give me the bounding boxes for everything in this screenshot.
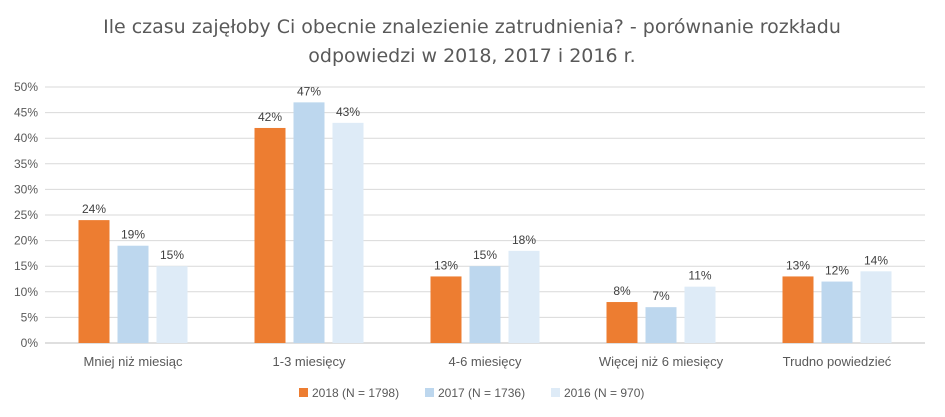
y-tick-label: 20%	[14, 234, 38, 248]
data-label: 15%	[160, 248, 184, 262]
data-label: 47%	[297, 84, 321, 98]
legend-item: 2017 (N = 1736)	[425, 386, 525, 400]
bars	[78, 102, 892, 344]
data-label: 13%	[434, 258, 458, 272]
data-label: 15%	[473, 248, 497, 262]
bar-2-1	[117, 245, 149, 343]
data-label: 7%	[652, 289, 670, 303]
legend-swatch	[425, 388, 434, 397]
data-label: 19%	[121, 228, 145, 242]
data-label: 42%	[258, 110, 282, 124]
legend-item: 2016 (N = 970)	[551, 386, 644, 400]
y-tick-label: 45%	[14, 106, 38, 120]
chart-title-line-1: Ile czasu zajęłoby Ci obecnie znalezieni…	[103, 16, 841, 38]
category-label: Więcej niż 6 miesięcy	[599, 354, 724, 369]
bar-3-1	[156, 266, 188, 343]
category-label: Trudno powiedzieć	[783, 354, 892, 369]
data-label: 12%	[825, 264, 849, 278]
category-label: 4-6 miesięcy	[449, 354, 522, 369]
bar-2-2	[293, 102, 325, 343]
legend: 2018 (N = 1798) 2017 (N = 1736) 2016 (N = …	[299, 386, 644, 400]
legend-label: 2017 (N = 1736)	[438, 386, 525, 400]
y-tick-label: 0%	[21, 336, 39, 350]
bar-3-2	[332, 122, 364, 343]
bar-2-3	[469, 266, 501, 343]
y-tick-label: 40%	[14, 131, 38, 145]
bar-3-3	[508, 250, 540, 343]
y-tick-label: 5%	[21, 310, 39, 324]
legend-swatch	[299, 388, 308, 397]
data-label: 8%	[613, 284, 631, 298]
legend-label: 2018 (N = 1798)	[312, 386, 399, 400]
x-axis-categories: Mniej niż miesiąc 1-3 miesięcy 4-6 miesięc…	[84, 354, 892, 369]
chart-title: Ile czasu zajęłoby Ci obecnie znalezieni…	[103, 16, 841, 67]
y-tick-label: 25%	[14, 208, 38, 222]
data-labels: 24% 19% 15% 42% 47% 43% 13% 15% 18% 8% 7% 11% 13% 12%…	[82, 84, 888, 303]
data-label: 43%	[336, 105, 360, 119]
legend-swatch	[551, 388, 560, 397]
bar-3-5	[860, 271, 892, 343]
legend-label: 2016 (N = 970)	[564, 386, 644, 400]
data-label: 14%	[864, 253, 888, 267]
gridlines	[45, 86, 925, 344]
bar-1-2	[254, 127, 286, 344]
data-label: 13%	[786, 258, 810, 272]
bar-1-4	[606, 302, 638, 343]
bar-2-5	[821, 281, 853, 343]
data-label: 18%	[512, 233, 536, 247]
bar-2-4	[645, 307, 677, 343]
bar-1-5	[782, 276, 814, 343]
y-tick-label: 35%	[14, 157, 38, 171]
y-tick-label: 50%	[14, 80, 38, 94]
data-label: 24%	[82, 202, 106, 216]
bar-3-4	[684, 286, 716, 343]
category-label: 1-3 miesięcy	[273, 354, 346, 369]
y-tick-label: 10%	[14, 285, 38, 299]
y-tick-label: 30%	[14, 182, 38, 196]
chart-title-line-2: odpowiedzi w 2018, 2017 i 2016 r.	[308, 45, 635, 67]
legend-item: 2018 (N = 1798)	[299, 386, 399, 400]
bar-1-1	[78, 220, 110, 343]
bar-1-3	[430, 276, 462, 343]
y-tick-label: 15%	[14, 259, 38, 273]
data-label: 11%	[688, 269, 711, 283]
y-axis-ticks: 0% 5% 10% 15% 20% 25% 30% 35% 40% 45% 50%	[14, 80, 38, 350]
category-label: Mniej niż miesiąc	[84, 354, 183, 369]
